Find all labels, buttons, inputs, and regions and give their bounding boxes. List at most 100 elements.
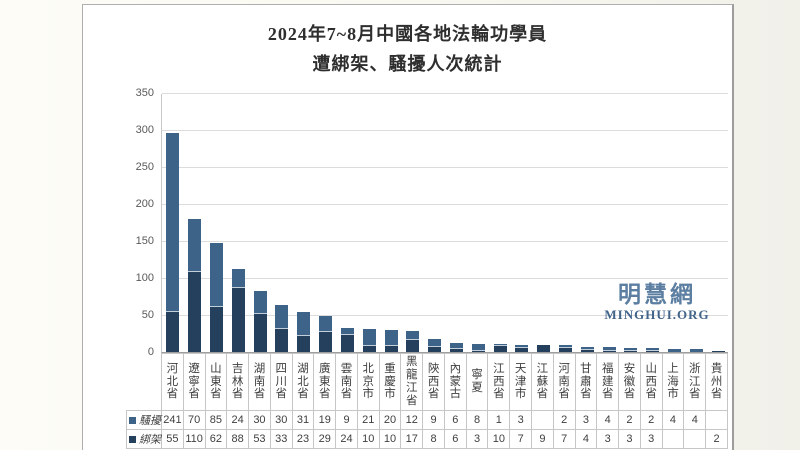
category-label: 吉林省 bbox=[226, 353, 250, 411]
value-cell: 31 bbox=[291, 410, 315, 430]
category-label: 遼寧省 bbox=[182, 353, 206, 411]
bar-segment-harassment bbox=[668, 349, 681, 352]
bar-segment-divider bbox=[384, 344, 398, 346]
category-label: 江西省 bbox=[487, 353, 511, 411]
category-label: 四川省 bbox=[269, 353, 293, 411]
value-cell: 3 bbox=[639, 429, 663, 449]
category-label-text: 江西省 bbox=[493, 362, 505, 401]
value-cell: 8 bbox=[422, 429, 445, 449]
category-label-text: 上海市 bbox=[667, 362, 679, 401]
series-row-kidnapping: 綁架 55 110 62 88 53 33 23 29 24 10 10 17 8 6 3 10 7 9 7 4 3 3 3 2 bbox=[126, 429, 728, 449]
bar-segment-harassment bbox=[340, 327, 354, 335]
category-label: 山西省 bbox=[639, 353, 663, 411]
bar-segment-divider bbox=[253, 312, 267, 314]
value-cell: 23 bbox=[291, 429, 315, 449]
bar-segment-harassment bbox=[689, 349, 703, 352]
bar-segment-kidnapping bbox=[471, 349, 485, 352]
y-axis-tick-label: 100 bbox=[135, 272, 154, 284]
plot-area bbox=[161, 93, 728, 353]
legend-series-name: 綁架 bbox=[139, 434, 161, 446]
value-cell: 21 bbox=[356, 410, 380, 430]
legend-cell-kidnapping: 綁架 bbox=[126, 429, 162, 449]
category-label: 湖南省 bbox=[248, 353, 271, 411]
gridline bbox=[162, 315, 728, 316]
bar-segment-kidnapping bbox=[297, 335, 311, 352]
value-cell: 88 bbox=[226, 429, 250, 449]
y-axis-tick-label: 300 bbox=[135, 124, 154, 136]
bar-segment-divider bbox=[515, 346, 529, 348]
category-label-text: 江蘇省 bbox=[536, 362, 549, 401]
value-cell: 24 bbox=[226, 410, 250, 430]
bar-segment-divider bbox=[188, 270, 202, 272]
bar-segment-kidnapping bbox=[253, 312, 267, 352]
bar-segment-kidnapping bbox=[166, 311, 180, 352]
category-label: 福建省 bbox=[596, 353, 620, 411]
bar-segment-harassment bbox=[624, 348, 638, 350]
bar-segment-divider bbox=[449, 347, 463, 349]
bar-segment-harassment bbox=[275, 305, 289, 328]
y-axis-tick-label: 0 bbox=[147, 346, 154, 358]
category-label-text: 山西省 bbox=[645, 362, 657, 401]
bar-segment-divider bbox=[340, 334, 354, 336]
minghui-watermark-latin: MINGHUI.ORG bbox=[604, 307, 710, 322]
value-cell: 10 bbox=[378, 429, 402, 449]
chart-title-line1: 2024年7~8月中國各地法輪功學員 bbox=[267, 24, 548, 44]
bar-segment-harassment bbox=[253, 290, 267, 313]
legend-key: 綁架 bbox=[127, 431, 161, 447]
value-cell: 10 bbox=[356, 429, 380, 449]
category-label-text: 重慶市 bbox=[384, 362, 396, 401]
category-label: 甘肅省 bbox=[574, 353, 598, 411]
value-cell: 8 bbox=[465, 410, 489, 430]
category-label: 上海市 bbox=[661, 353, 685, 411]
category-label: 北京市 bbox=[356, 353, 380, 411]
category-label-text: 湖南省 bbox=[253, 362, 266, 401]
gridline bbox=[162, 204, 728, 205]
bar-segment-divider bbox=[558, 346, 572, 348]
bar-segment-harassment bbox=[362, 329, 376, 345]
category-label: 江蘇省 bbox=[531, 353, 554, 411]
value-cell: 62 bbox=[204, 429, 228, 449]
category-label: 雲南省 bbox=[335, 353, 358, 411]
chart-frame: 2024年7~8月中國各地法輪功學員 遭綁架、騷擾人次統計 明慧網 MINGHU… bbox=[82, 4, 734, 450]
value-cell: 4 bbox=[683, 410, 707, 430]
bar-segment-divider bbox=[406, 339, 420, 341]
bar-segment-kidnapping bbox=[646, 349, 660, 352]
value-cell: 9 bbox=[422, 410, 445, 430]
value-cell: 3 bbox=[465, 429, 489, 449]
category-label-text: 安徽省 bbox=[623, 362, 636, 401]
category-label: 河北省 bbox=[161, 353, 184, 411]
bar-segment-kidnapping bbox=[188, 270, 202, 352]
y-axis-tick-label: 150 bbox=[135, 235, 154, 247]
value-cell: 3 bbox=[509, 410, 533, 430]
bar-segment-divider bbox=[471, 349, 485, 351]
bar-segment-harassment bbox=[515, 344, 529, 347]
value-cell: 4 bbox=[661, 410, 685, 430]
bar-segment-divider bbox=[428, 346, 442, 348]
value-cell: 2 bbox=[618, 410, 641, 430]
category-label-text: 山東省 bbox=[210, 362, 222, 401]
bar-segment-kidnapping bbox=[449, 347, 463, 352]
y-axis-tick-label: 50 bbox=[141, 309, 154, 321]
value-cell: 1 bbox=[487, 410, 511, 430]
category-label-text: 河南省 bbox=[558, 362, 570, 401]
value-cell: 7 bbox=[509, 429, 533, 449]
value-cell: 55 bbox=[161, 429, 184, 449]
legend-key: 騷擾 bbox=[127, 412, 161, 428]
series-row-harassment: 騷擾 241 70 85 24 30 30 31 19 9 21 20 12 9 6 8 1 3 2 3 4 2 2 4 4 bbox=[126, 410, 728, 430]
bar-segment-divider bbox=[166, 311, 180, 313]
bar-segment-harassment bbox=[449, 343, 463, 348]
bar-segment-harassment bbox=[558, 345, 572, 347]
gridline bbox=[162, 93, 728, 94]
bar-segment-divider bbox=[602, 349, 616, 351]
value-cell: 12 bbox=[400, 410, 424, 430]
category-label-text: 陝西省 bbox=[427, 362, 440, 401]
category-label-text: 河北省 bbox=[166, 362, 179, 401]
legend-swatch-kidnapping bbox=[129, 435, 136, 443]
value-cell: 3 bbox=[596, 429, 620, 449]
bar-segment-harassment bbox=[166, 133, 180, 312]
category-label-text: 福建省 bbox=[601, 362, 614, 401]
value-cell: 53 bbox=[248, 429, 271, 449]
category-label-text: 甘肅省 bbox=[580, 362, 592, 401]
value-cell bbox=[661, 429, 685, 449]
bar-segment-kidnapping bbox=[340, 334, 354, 352]
